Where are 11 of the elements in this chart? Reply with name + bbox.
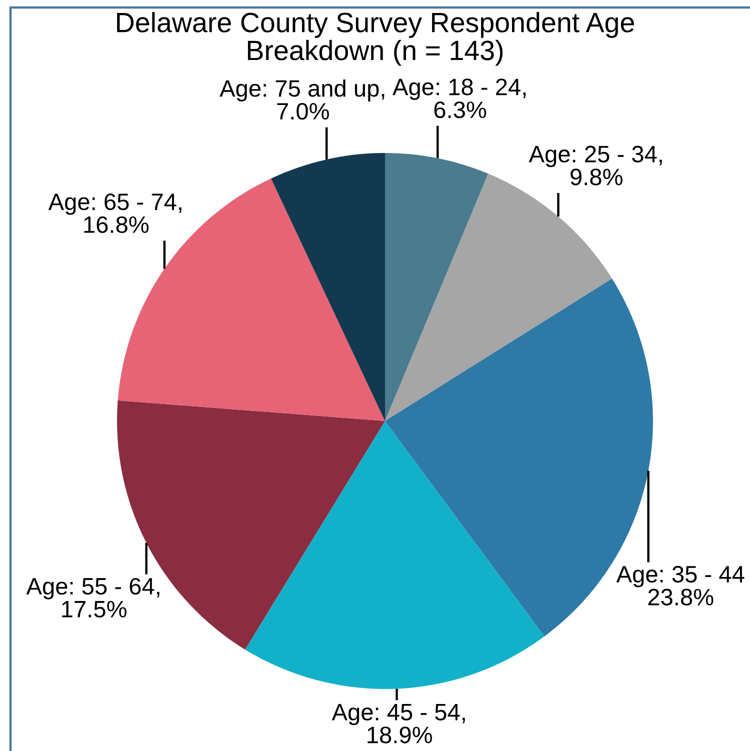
slice-label: Age: 65 - 74, 16.8% bbox=[48, 193, 182, 234]
slice-label: Age: 18 - 24, 6.3% bbox=[392, 78, 526, 118]
slice-label: Age: 45 - 54, 18.9% bbox=[332, 704, 465, 744]
pie-slice bbox=[385, 153, 488, 421]
pie-slice bbox=[245, 421, 544, 689]
slice-label: Age: 35 - 44 23.8% bbox=[616, 566, 744, 606]
chart-title: Delaware County Survey Respondent Age Breakdown (n = 143) bbox=[117, 12, 634, 66]
pie-slice bbox=[271, 153, 385, 421]
slice-label: Age: 75 and up, 7.0% bbox=[220, 79, 384, 120]
slice-label: Age: 55 - 64, 17.5% bbox=[26, 578, 160, 618]
slice-label: Age: 25 - 34, 9.8% bbox=[528, 146, 662, 186]
